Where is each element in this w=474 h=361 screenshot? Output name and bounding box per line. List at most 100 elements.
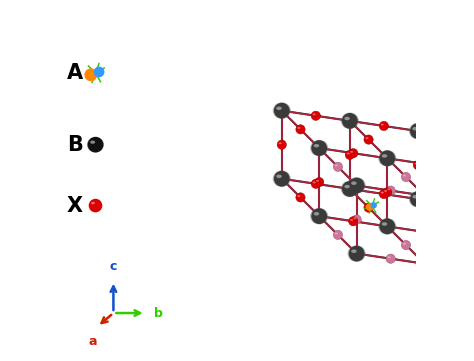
Ellipse shape (382, 222, 387, 226)
Circle shape (447, 229, 463, 244)
Ellipse shape (273, 170, 291, 187)
Ellipse shape (279, 142, 282, 144)
Ellipse shape (378, 150, 396, 166)
Circle shape (94, 66, 104, 77)
Ellipse shape (91, 202, 95, 204)
Circle shape (349, 246, 365, 261)
Ellipse shape (344, 185, 350, 188)
Circle shape (371, 202, 377, 209)
Ellipse shape (354, 217, 356, 219)
Circle shape (342, 181, 358, 197)
Circle shape (451, 198, 460, 207)
Ellipse shape (297, 195, 301, 197)
Circle shape (410, 191, 426, 207)
Ellipse shape (276, 106, 282, 110)
Circle shape (84, 68, 97, 81)
Circle shape (454, 264, 464, 274)
Ellipse shape (419, 260, 425, 263)
Circle shape (311, 111, 320, 121)
Circle shape (417, 227, 426, 236)
Ellipse shape (434, 147, 437, 149)
Ellipse shape (273, 103, 291, 119)
Circle shape (469, 251, 474, 260)
Circle shape (333, 162, 343, 171)
Circle shape (364, 135, 373, 144)
Circle shape (296, 125, 305, 134)
Circle shape (447, 161, 463, 177)
Ellipse shape (418, 161, 421, 163)
Circle shape (364, 203, 373, 212)
Ellipse shape (276, 175, 282, 178)
Ellipse shape (314, 144, 319, 148)
Ellipse shape (313, 113, 316, 115)
Circle shape (401, 172, 410, 182)
Text: X: X (67, 196, 83, 216)
Ellipse shape (419, 192, 425, 195)
Circle shape (342, 113, 358, 129)
Circle shape (379, 190, 389, 199)
Text: a: a (89, 335, 97, 348)
Circle shape (352, 215, 361, 224)
Circle shape (386, 186, 395, 195)
Circle shape (277, 140, 286, 149)
Ellipse shape (416, 256, 434, 272)
Ellipse shape (456, 199, 459, 200)
Circle shape (383, 188, 392, 197)
Circle shape (348, 148, 358, 158)
Ellipse shape (341, 113, 359, 129)
Circle shape (454, 196, 464, 205)
Circle shape (420, 225, 429, 234)
Circle shape (274, 103, 290, 118)
Circle shape (379, 121, 389, 131)
Ellipse shape (365, 137, 368, 139)
Circle shape (417, 159, 426, 168)
Ellipse shape (388, 188, 391, 190)
Circle shape (366, 203, 374, 211)
Circle shape (274, 171, 290, 187)
Ellipse shape (314, 212, 319, 216)
Ellipse shape (471, 253, 474, 255)
Ellipse shape (310, 208, 328, 225)
Circle shape (88, 137, 103, 153)
Ellipse shape (341, 180, 359, 197)
Ellipse shape (456, 266, 459, 269)
Circle shape (311, 179, 320, 188)
Ellipse shape (447, 160, 465, 177)
Ellipse shape (409, 123, 427, 139)
Circle shape (432, 145, 441, 155)
Circle shape (417, 256, 433, 272)
Circle shape (333, 230, 343, 239)
Circle shape (379, 151, 395, 166)
Ellipse shape (434, 216, 437, 217)
Ellipse shape (382, 154, 387, 158)
Ellipse shape (381, 123, 384, 126)
Ellipse shape (412, 127, 418, 130)
Ellipse shape (471, 185, 474, 187)
Ellipse shape (316, 180, 319, 182)
Ellipse shape (415, 163, 418, 165)
Circle shape (311, 140, 327, 156)
Ellipse shape (450, 164, 456, 168)
Ellipse shape (346, 153, 350, 155)
Circle shape (89, 199, 102, 212)
Circle shape (311, 208, 327, 224)
Text: A: A (67, 63, 83, 83)
Ellipse shape (418, 229, 421, 231)
Ellipse shape (452, 200, 455, 202)
Ellipse shape (350, 219, 353, 221)
Ellipse shape (347, 245, 366, 262)
Circle shape (315, 178, 324, 187)
Ellipse shape (403, 175, 406, 177)
Ellipse shape (87, 137, 104, 152)
Circle shape (413, 160, 422, 170)
Ellipse shape (90, 140, 95, 144)
Ellipse shape (365, 205, 368, 207)
Ellipse shape (421, 227, 425, 229)
Ellipse shape (447, 228, 465, 245)
Text: B: B (67, 135, 83, 155)
Ellipse shape (403, 243, 406, 245)
Circle shape (296, 193, 305, 202)
Circle shape (401, 240, 410, 250)
Ellipse shape (344, 117, 350, 120)
Ellipse shape (351, 249, 356, 253)
